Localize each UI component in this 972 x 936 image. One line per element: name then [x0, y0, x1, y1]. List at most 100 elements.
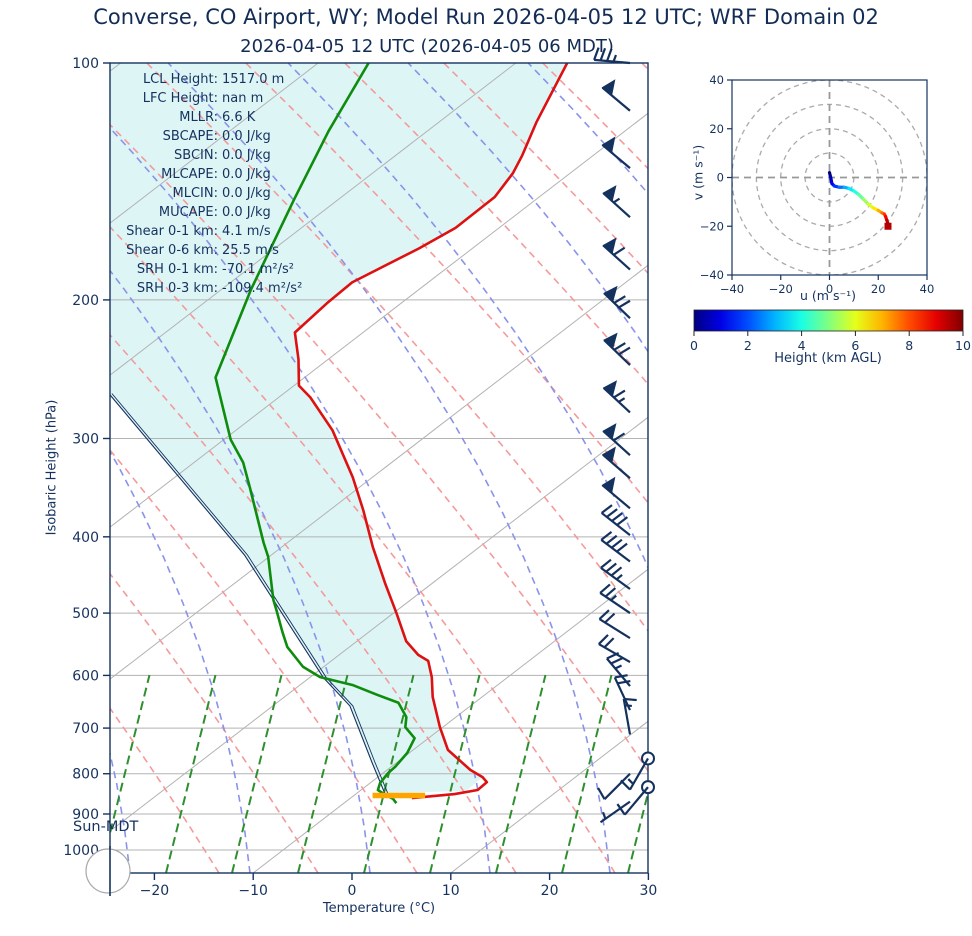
wind-barb [601, 79, 631, 112]
temperature-tick-label: −10 [238, 883, 268, 899]
barb-full [606, 651, 620, 660]
index-value: -109.4 m²/s² [222, 281, 303, 296]
barb-full [600, 531, 613, 541]
hodograph-trace-end-marker [884, 222, 892, 230]
barb-full [613, 246, 626, 256]
mixing-ratio-line [297, 674, 349, 873]
barb-half [627, 778, 635, 785]
barb-full [604, 587, 617, 598]
barb-pennant [602, 380, 618, 398]
barb-full [623, 697, 637, 702]
wind-barb [602, 237, 631, 271]
colorbar-label: Height (km AGL) [774, 351, 882, 366]
barb-full [605, 562, 617, 573]
barb-full [610, 538, 623, 549]
hodograph-v-tick-label: 20 [709, 122, 724, 136]
barb-full [606, 48, 613, 62]
barb-full [613, 389, 626, 399]
dry-adiabat-line [110, 123, 648, 773]
moist-adiabat-line [110, 269, 371, 873]
barb-full [606, 508, 618, 518]
wind-barb [622, 697, 637, 735]
wind-barb [620, 751, 655, 791]
index-value: 1517.0 m [222, 72, 285, 87]
index-label: MLCAPE: [161, 167, 218, 182]
pressure-tick-label: 900 [72, 807, 99, 823]
index-label: SRH 0-3 km: [136, 281, 218, 296]
barb-full [603, 637, 615, 649]
pressure-tick-label: 600 [72, 668, 99, 684]
height-colorbar: 0 2 4 6 8 10 [690, 309, 971, 353]
dry-adiabat-line [741, 63, 972, 873]
index-label: LFC Height: [142, 91, 218, 106]
hodograph-u-tick-label: 40 [920, 282, 935, 296]
hodograph-u-tick-label: 0 [826, 282, 833, 296]
hodograph-u-tick-label: 20 [871, 282, 886, 296]
wind-barb [602, 185, 631, 218]
wind-barb-column [593, 47, 655, 824]
index-label: MLCIN: [172, 186, 218, 201]
barb-pennant [603, 332, 618, 350]
temperature-tick-label: 0 [348, 883, 357, 899]
sounding-index-row: MUCAPE: 0.0 J/kg [84, 203, 302, 222]
wind-barb [603, 332, 631, 366]
sounding-index-row: LFC Height: nan m [84, 89, 302, 108]
pressure-tick-label: 100 [72, 56, 99, 72]
mixing-ratio-line [110, 674, 151, 838]
sounding-index-row: SBCAPE: 0.0 J/kg [84, 127, 302, 146]
index-label: SBCIN: [174, 148, 218, 163]
colorbar-gradient [693, 309, 964, 332]
barb-pennant [603, 285, 618, 303]
temperature-tick-label: 20 [541, 883, 559, 899]
index-value: 25.5 m/s [222, 243, 279, 258]
dewpoint-profile-line [214, 63, 416, 804]
barb-half [613, 197, 621, 204]
moist-adiabat-line [110, 126, 491, 873]
hodograph-v-tick-label: 40 [709, 73, 724, 87]
barb-full [616, 516, 629, 526]
pressure-tick-label: 400 [72, 530, 99, 546]
colorbar-tick-label: 2 [744, 338, 752, 353]
barb-half [612, 54, 617, 62]
wind-barb [598, 609, 631, 640]
dry-adiabat-line [110, 448, 418, 873]
moist-adiabat-line [110, 450, 251, 873]
colorbar-tick-label: 10 [955, 338, 971, 353]
index-value: 0.0 J/kg [222, 167, 271, 182]
pressure-tick-label: 500 [72, 606, 99, 622]
sounding-indices-panel: LCL Height: 1517.0 m LFC Height: nan m MLLR:… [84, 70, 302, 298]
barb-full [618, 299, 631, 309]
wind-barb [599, 583, 631, 615]
barb-full [598, 634, 609, 645]
barb-half [615, 574, 623, 581]
temperature-tick-label: 30 [639, 883, 657, 899]
colorbar-tick-label: 8 [905, 338, 913, 353]
barb-full [597, 787, 606, 800]
barb-full [616, 542, 628, 553]
index-label: SBCAPE: [162, 129, 218, 144]
sounding-index-row: LCL Height: 1517.0 m [84, 70, 302, 89]
dry-adiabat-line [110, 572, 319, 873]
wind-barb [600, 558, 631, 590]
dry-adiabat-line [110, 706, 220, 873]
pressure-axis-label: Isobaric Height (hPa) [44, 399, 60, 536]
sounding-index-row: MLCAPE: 0.0 J/kg [84, 165, 302, 184]
pressure-tick-label: 300 [72, 431, 99, 447]
barb-full [599, 47, 607, 61]
index-label: MUCAPE: [158, 205, 218, 220]
barb-pennant [601, 136, 616, 154]
barb-pennant [601, 79, 616, 97]
moist-adiabat-line [167, 63, 611, 873]
barb-pennant [602, 237, 617, 255]
index-label: Shear 0-1 km: [126, 224, 218, 239]
dry-adiabat-line [110, 225, 616, 873]
barb-half [610, 594, 617, 602]
moist-adiabat-line [407, 63, 648, 353]
colorbar-tick-label: 6 [851, 338, 859, 353]
wind-barb [603, 285, 631, 320]
wind-barb [601, 476, 631, 510]
barb-half [624, 704, 632, 708]
sounding-index-row: MLCIN: 0.0 J/kg [84, 184, 302, 203]
